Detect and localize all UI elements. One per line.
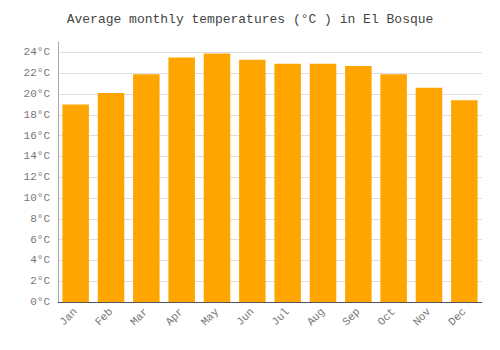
svg-text:Dec: Dec — [446, 306, 468, 328]
svg-text:Jun: Jun — [234, 306, 256, 328]
svg-text:Apr: Apr — [163, 306, 185, 328]
svg-text:10°C: 10°C — [24, 192, 51, 204]
svg-text:14°C: 14°C — [24, 150, 51, 162]
svg-text:Nov: Nov — [411, 305, 434, 328]
svg-text:6°C: 6°C — [30, 234, 50, 246]
svg-text:18°C: 18°C — [24, 109, 51, 121]
svg-text:0°C: 0°C — [30, 296, 50, 308]
svg-text:Sep: Sep — [340, 306, 362, 328]
svg-text:16°C: 16°C — [24, 130, 51, 142]
svg-text:24°C: 24°C — [24, 46, 51, 58]
svg-text:Feb: Feb — [93, 306, 115, 328]
svg-text:4°C: 4°C — [30, 254, 50, 266]
svg-text:Oct: Oct — [375, 306, 397, 328]
svg-text:20°C: 20°C — [24, 88, 51, 100]
svg-text:22°C: 22°C — [24, 67, 51, 79]
svg-text:Aug: Aug — [305, 306, 327, 328]
svg-text:12°C: 12°C — [24, 171, 51, 183]
svg-text:8°C: 8°C — [30, 213, 50, 225]
svg-text:Average monthly temperatures (: Average monthly temperatures (°C ) in El… — [67, 12, 434, 27]
svg-text:May: May — [199, 305, 222, 328]
svg-text:2°C: 2°C — [30, 275, 50, 287]
svg-text:Mar: Mar — [128, 306, 150, 328]
svg-text:Jan: Jan — [57, 306, 79, 328]
svg-text:Jul: Jul — [269, 306, 291, 328]
